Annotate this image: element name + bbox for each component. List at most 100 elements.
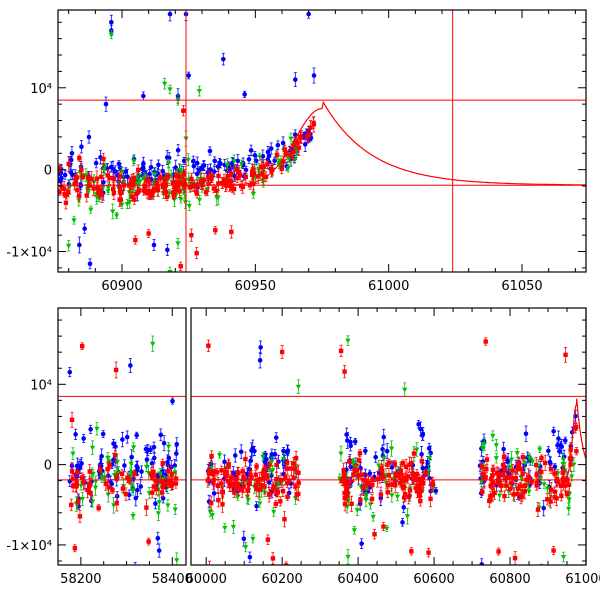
bottom-data-points — [67, 335, 579, 591]
top-outlier-0 — [242, 90, 247, 98]
bottom-point-0 — [135, 483, 140, 497]
bottom-point-2 — [77, 509, 83, 523]
bottom-point-0 — [128, 358, 133, 373]
top-outlier-2 — [146, 229, 151, 238]
bottom-point-2 — [545, 493, 550, 506]
bottom-point-2 — [207, 560, 212, 565]
bottom-point-2 — [548, 464, 554, 474]
bottom-point-2 — [548, 494, 553, 509]
bottom-point-2 — [552, 486, 557, 497]
top-point-2 — [240, 180, 246, 194]
bottom-point-2 — [283, 561, 289, 565]
bottom-point-1 — [243, 541, 249, 553]
bottom-point-1 — [99, 471, 105, 483]
bottom-point-0 — [134, 431, 139, 439]
bottom-point-2 — [552, 469, 557, 478]
top-point-2 — [203, 188, 209, 197]
top-point-2 — [220, 177, 225, 189]
bottom-point-1 — [493, 439, 499, 452]
bottom-point-2 — [498, 478, 504, 493]
bottom-plot-frame — [57, 307, 587, 566]
top-point-1 — [231, 154, 237, 168]
bottom-point-1 — [337, 473, 343, 484]
bottom-point-2 — [520, 453, 526, 462]
bottom-point-2 — [278, 496, 283, 507]
bottom-point-2 — [243, 451, 248, 467]
bottom-point-2 — [115, 584, 119, 591]
top-point-1 — [186, 200, 192, 211]
top-point-0 — [86, 130, 92, 144]
top-point-2 — [216, 176, 221, 191]
bottom-point-2 — [377, 473, 382, 484]
bottom-point-1 — [404, 508, 410, 525]
bottom-point-2 — [534, 480, 539, 491]
bottom-point-2 — [225, 474, 230, 489]
bottom-point-2 — [280, 485, 286, 497]
bottom-point-0 — [158, 428, 164, 442]
top-point-2 — [117, 169, 123, 184]
bottom-point-2 — [378, 486, 384, 503]
top-outlier-0 — [141, 91, 146, 101]
bottom-point-2 — [410, 469, 415, 478]
bottom-point-1 — [481, 437, 488, 451]
bottom-point-2 — [293, 482, 298, 491]
top-outlier-0 — [165, 243, 170, 256]
top-outlier-1 — [175, 237, 181, 249]
bottom-point-0 — [100, 430, 106, 438]
bottom-xtick-label: 60400 — [337, 572, 378, 587]
bottom-point-2 — [419, 456, 425, 466]
top-point-1 — [288, 132, 294, 145]
bottom-point-2 — [400, 459, 406, 467]
bottom-point-2 — [123, 487, 129, 501]
top-point-2 — [94, 170, 100, 187]
bottom-point-1 — [414, 442, 420, 457]
bottom-point-1 — [370, 512, 376, 522]
bottom-point-2 — [166, 464, 171, 478]
top-ytick-label: -1×10⁴ — [6, 246, 52, 261]
bottom-point-2 — [375, 471, 380, 488]
bottom-point-2 — [159, 487, 164, 498]
bottom-model-curve — [563, 398, 587, 481]
bottom-point-2 — [515, 483, 521, 494]
bottom-point-1 — [257, 499, 263, 508]
bottom-point-0 — [241, 530, 247, 547]
bottom-point-2 — [409, 547, 414, 556]
bottom-point-2 — [549, 482, 554, 498]
bottom-point-1 — [345, 335, 351, 346]
top-chart: 60900 60950 61000 61050 -1×10⁴ 0 10⁴ — [6, 9, 587, 294]
top-point-2 — [91, 181, 96, 197]
bottom-point-1 — [479, 442, 485, 453]
top-point-2 — [211, 184, 217, 193]
bottom-point-2 — [206, 467, 212, 480]
bottom-point-2 — [216, 493, 221, 508]
bottom-point-0 — [153, 497, 158, 510]
bottom-point-0 — [561, 449, 567, 464]
bottom-point-1 — [128, 459, 134, 469]
bottom-point-1 — [222, 523, 228, 533]
bottom-point-1 — [172, 504, 178, 515]
top-point-2 — [111, 181, 116, 196]
bottom-point-2 — [347, 455, 352, 468]
bottom-point-2 — [289, 461, 294, 477]
bottom-point-2 — [501, 452, 507, 461]
bottom-point-2 — [403, 475, 409, 483]
bottom-point-0 — [559, 439, 565, 455]
bottom-y-axis: -1×10⁴ 0 10⁴ — [6, 319, 586, 562]
bottom-point-1 — [94, 422, 100, 436]
bottom-point-1 — [131, 442, 137, 453]
bottom-point-2 — [241, 567, 245, 573]
bottom-point-2 — [282, 511, 287, 528]
top-point-0 — [175, 144, 181, 157]
bottom-point-0 — [359, 538, 364, 549]
bottom-point-1 — [338, 445, 344, 462]
bottom-point-1 — [376, 460, 382, 472]
bottom-point-1 — [216, 451, 223, 459]
bottom-point-1 — [402, 382, 408, 398]
bottom-point-0 — [73, 428, 78, 440]
bottom-point-2 — [510, 473, 516, 483]
bottom-point-0 — [285, 445, 291, 457]
bottom-point-2 — [512, 551, 518, 565]
bottom-point-2 — [418, 486, 423, 495]
bottom-point-2 — [113, 361, 119, 379]
top-outlier-0 — [82, 223, 87, 234]
